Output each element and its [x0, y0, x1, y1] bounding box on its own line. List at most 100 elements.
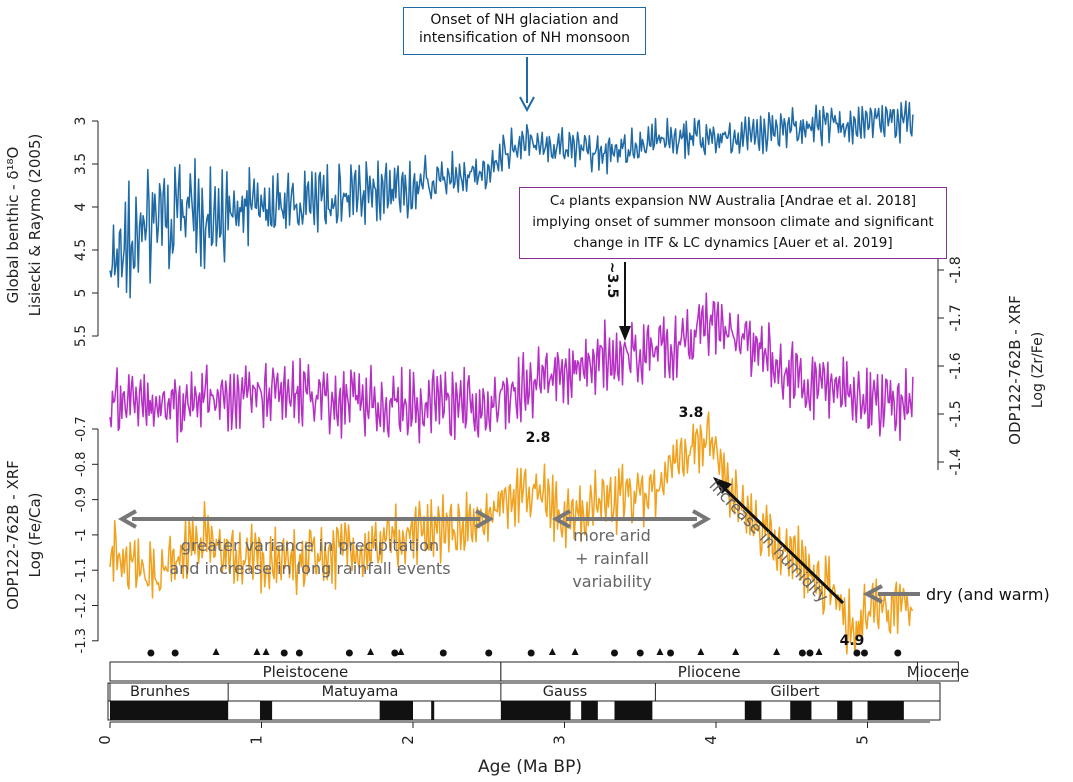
x-tick-label: 1 — [248, 735, 266, 745]
d18o-tick-label: 4.5 — [73, 239, 89, 261]
marker-circle — [391, 649, 399, 657]
x-tick-label: 2 — [399, 735, 417, 745]
arrow-3-5-head — [619, 326, 631, 341]
onset-annotation-box: Onset of NH glaciation and intensificati… — [403, 7, 646, 55]
zrfe-axis-label-1: ODP122-762B - XRF — [1006, 295, 1024, 445]
marker-circle — [798, 649, 806, 657]
onset-line-1: Onset of NH glaciation and — [430, 12, 619, 28]
marker-circle — [485, 649, 493, 657]
humidity-text: increase in humidity — [706, 476, 833, 606]
variance-text-2: and increase in long rainfall events — [169, 559, 450, 578]
x-tick-label: 0 — [96, 735, 114, 745]
marker-triangle — [367, 648, 375, 655]
epoch-box — [916, 661, 959, 682]
zrfe-tick-label: -1.8 — [948, 256, 964, 283]
normal-polarity-block — [790, 701, 812, 720]
marker-triangle — [262, 648, 270, 655]
normal-polarity-block — [431, 701, 435, 720]
zrfe-tick-label: -1.4 — [948, 448, 964, 475]
marker-circle — [295, 649, 303, 657]
label-3-8: 3.8 — [679, 405, 704, 421]
marker-triangle — [656, 648, 664, 655]
arid-text-2: + rainfall — [575, 549, 649, 568]
chron-label: Gauss — [543, 684, 587, 700]
series-line-2 — [109, 292, 914, 444]
normal-polarity-block — [614, 701, 653, 720]
marker-triangle — [397, 648, 405, 655]
marker-triangle — [212, 648, 220, 655]
marker-triangle — [697, 648, 705, 655]
normal-polarity-block — [500, 701, 571, 720]
feca-tick-label: -1.1 — [74, 558, 89, 583]
epoch-label: Pliocene — [678, 663, 741, 681]
d18o-tick-label: 5 — [73, 289, 89, 298]
feca-tick-label: -1.3 — [74, 628, 89, 653]
feca-tick-label: -1.2 — [74, 593, 89, 618]
feca-axis-label-1: ODP122-762B - XRF — [4, 460, 22, 610]
normal-polarity-block — [259, 701, 273, 720]
marker-triangle — [815, 648, 823, 655]
c4-line-2: implying onset of summer monsoon climate… — [532, 214, 934, 230]
zrfe-tick-label: -1.7 — [948, 304, 964, 331]
x-tick-label: 3 — [551, 735, 569, 745]
x-axis-title: Age (Ma BP) — [478, 757, 582, 777]
series-line-1 — [109, 100, 914, 299]
normal-polarity-block — [867, 701, 904, 720]
x-tick-label: 5 — [854, 735, 872, 745]
marker-circle — [280, 649, 288, 657]
feca-tick-label: -0.9 — [74, 487, 89, 512]
c4-annotation-box: C₄ plants expansion NW Australia [Andrae… — [519, 187, 947, 259]
marker-circle — [636, 649, 644, 657]
marker-triangle — [548, 648, 556, 655]
marker-circle — [806, 649, 814, 657]
feca-tick-label: -0.8 — [74, 452, 89, 477]
arid-text-1: more arid — [573, 526, 651, 545]
marker-circle — [345, 649, 353, 657]
marker-circle — [439, 649, 447, 657]
d18o-tick-label: 3.5 — [73, 153, 89, 175]
c4-line-3: change in ITF & LC dynamics [Auer et al.… — [573, 235, 893, 251]
zrfe-axis-label-2: Log (Zr/Fe) — [1030, 332, 1046, 408]
feca-axis-label-2: Log (Fe/Ca) — [26, 492, 44, 577]
variance-double-arrow-head-right — [475, 509, 495, 529]
variance-double-arrow-head-left — [117, 509, 137, 529]
normal-polarity-block — [379, 701, 413, 720]
onset-arrowhead — [519, 96, 535, 113]
d18o-tick-label: 3 — [73, 117, 89, 126]
arid-double-arrow-head-left — [551, 509, 571, 529]
normal-polarity-block — [110, 701, 229, 720]
marker-circle — [894, 649, 902, 657]
marker-circle — [853, 649, 861, 657]
marker-triangle — [253, 648, 261, 655]
arid-text-3: variability — [572, 572, 651, 591]
normal-polarity-block — [837, 701, 853, 720]
feca-tick-label: -1 — [74, 528, 89, 541]
d18o-axis-label-1: Global benthic - δ¹⁸O — [4, 147, 22, 304]
normal-polarity-block — [744, 701, 762, 720]
zrfe-tick-label: -1.6 — [948, 352, 964, 379]
d18o-tick-label: 5.5 — [73, 325, 89, 347]
chron-label: Brunhes — [130, 684, 190, 700]
humidity-arrowhead — [713, 477, 732, 494]
chron-label: Matuyama — [322, 684, 399, 700]
label-2-8: 2.8 — [526, 430, 551, 446]
variance-text-1: greater variance in precipitation — [181, 536, 439, 555]
marker-circle — [171, 649, 179, 657]
x-tick-label: 4 — [702, 735, 720, 745]
label-3-5: ~3.5 — [604, 262, 620, 299]
marker-circle — [667, 649, 675, 657]
series-line-3 — [109, 411, 914, 656]
epoch-label: Miocene — [907, 663, 970, 681]
d18o-tick-label: 4 — [73, 202, 89, 211]
feca-tick-label: -0.7 — [74, 416, 89, 441]
zrfe-tick-label: -1.5 — [948, 400, 964, 427]
humidity-arrow — [720, 484, 845, 605]
dry-arrowhead — [862, 584, 883, 604]
d18o-axis-label-2: Lisiecki & Raymo (2005) — [26, 134, 44, 317]
label-4-9: 4.9 — [840, 633, 865, 649]
marker-circle — [860, 649, 868, 657]
onset-line-2: intensification of NH monsoon — [418, 30, 631, 46]
marker-triangle — [732, 648, 740, 655]
